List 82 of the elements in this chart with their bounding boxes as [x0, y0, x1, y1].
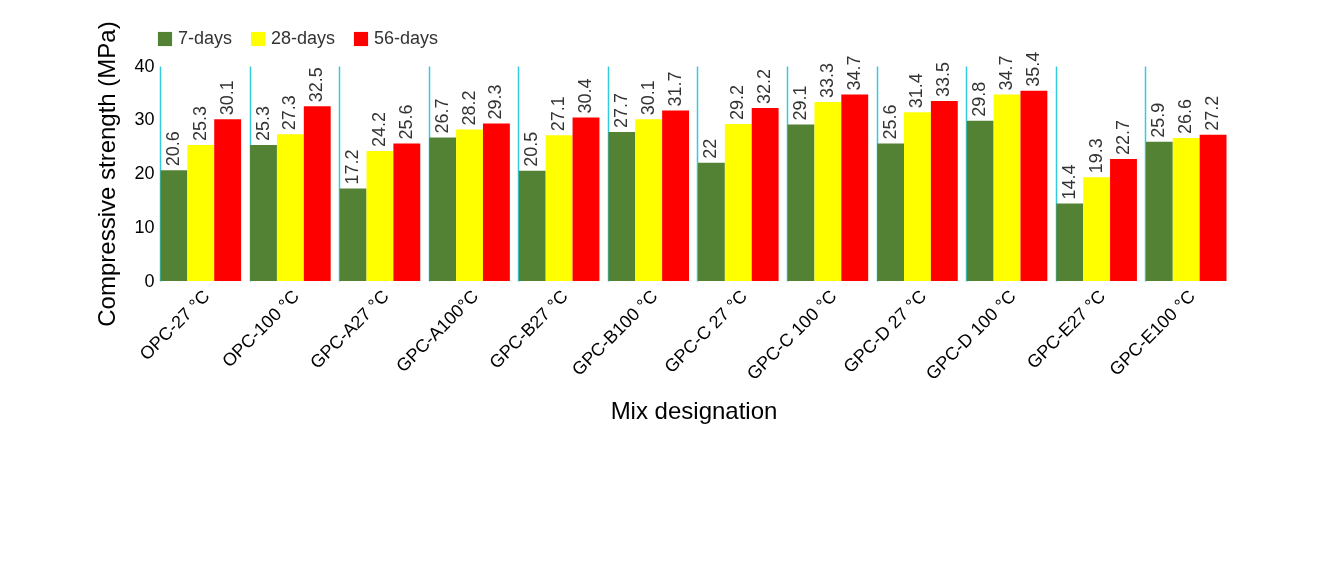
- legend-label: 28-days: [271, 28, 336, 48]
- bar: [993, 94, 1021, 281]
- data-label: 27.1: [548, 96, 569, 132]
- data-label: 25.6: [879, 104, 900, 140]
- data-label: 22: [700, 138, 721, 159]
- bar: [518, 170, 546, 281]
- bar: [1056, 203, 1084, 281]
- y-tick-label: 0: [144, 270, 155, 291]
- data-label: 32.2: [754, 68, 775, 104]
- data-label: 34.7: [843, 55, 864, 91]
- data-label: 26.6: [1175, 98, 1196, 135]
- bar: [339, 188, 367, 281]
- bar: [904, 112, 931, 281]
- bar: [214, 119, 242, 281]
- data-label: 26.7: [431, 98, 452, 134]
- bar: [572, 117, 600, 281]
- data-label: 30.1: [637, 80, 658, 116]
- data-label: 33.3: [816, 62, 837, 99]
- bar: [1083, 177, 1111, 281]
- bar: [841, 94, 869, 281]
- data-label: 27.7: [610, 93, 631, 129]
- bar: [187, 145, 215, 281]
- legend-label: 7-days: [178, 28, 233, 48]
- bar: [697, 162, 725, 281]
- y-tick-label: 30: [134, 109, 155, 130]
- data-label: 30.1: [216, 80, 237, 116]
- bar: [303, 106, 331, 281]
- bar: [877, 143, 905, 281]
- bar: [930, 100, 958, 281]
- data-label: 20.5: [521, 131, 542, 167]
- bar: [814, 102, 842, 281]
- x-axis-title: Mix designation: [610, 396, 778, 424]
- data-label: 20.6: [162, 131, 183, 167]
- bar: [482, 123, 510, 281]
- bar: [276, 134, 304, 281]
- bar: [724, 124, 752, 281]
- data-label: 35.4: [1022, 51, 1043, 87]
- bar: [751, 107, 779, 281]
- bar: [366, 150, 394, 281]
- bar: [1020, 90, 1048, 281]
- data-label: 29.2: [727, 85, 748, 121]
- bar: [1172, 138, 1200, 281]
- data-label: 14.4: [1058, 164, 1079, 200]
- data-label: 25.9: [1148, 102, 1169, 138]
- data-label: 31.7: [664, 71, 685, 107]
- bar: [1110, 158, 1137, 281]
- bar: [160, 170, 188, 281]
- bar: [662, 110, 690, 281]
- bar: [545, 135, 573, 281]
- data-label: 28.2: [458, 90, 479, 126]
- bar: [787, 124, 815, 281]
- bar: [250, 145, 277, 281]
- bar: [429, 137, 457, 281]
- data-label: 30.4: [575, 78, 595, 114]
- data-label: 29.8: [969, 81, 990, 117]
- bar: [1199, 134, 1227, 281]
- data-label: 32.5: [306, 67, 327, 103]
- data-label: 19.3: [1085, 138, 1106, 174]
- data-label: 31.4: [906, 73, 927, 109]
- data-label: 17.2: [342, 149, 363, 185]
- data-label: 25.6: [395, 104, 416, 140]
- data-label: 27.3: [279, 95, 300, 131]
- legend-label: 56-days: [374, 28, 439, 48]
- y-axis-title: Compressive strength (MPa): [93, 21, 121, 327]
- y-tick-label: 10: [134, 216, 155, 237]
- data-label: 34.7: [996, 55, 1017, 91]
- bar: [966, 120, 994, 281]
- bar: [635, 119, 663, 281]
- y-tick-label: 20: [134, 163, 155, 183]
- data-label: 25.3: [189, 105, 210, 142]
- bar: [608, 132, 636, 281]
- data-label: 27.2: [1202, 95, 1223, 131]
- data-label: 33.5: [933, 61, 954, 97]
- bar: [393, 143, 421, 281]
- data-label: 22.7: [1112, 119, 1133, 155]
- bar: [456, 129, 483, 281]
- bar: [1145, 141, 1173, 281]
- data-label: 29.1: [790, 85, 810, 121]
- data-label: 24.2: [368, 111, 389, 147]
- y-tick-label: 40: [134, 55, 155, 76]
- data-label: 25.3: [252, 105, 273, 142]
- data-label: 29.3: [485, 84, 506, 120]
